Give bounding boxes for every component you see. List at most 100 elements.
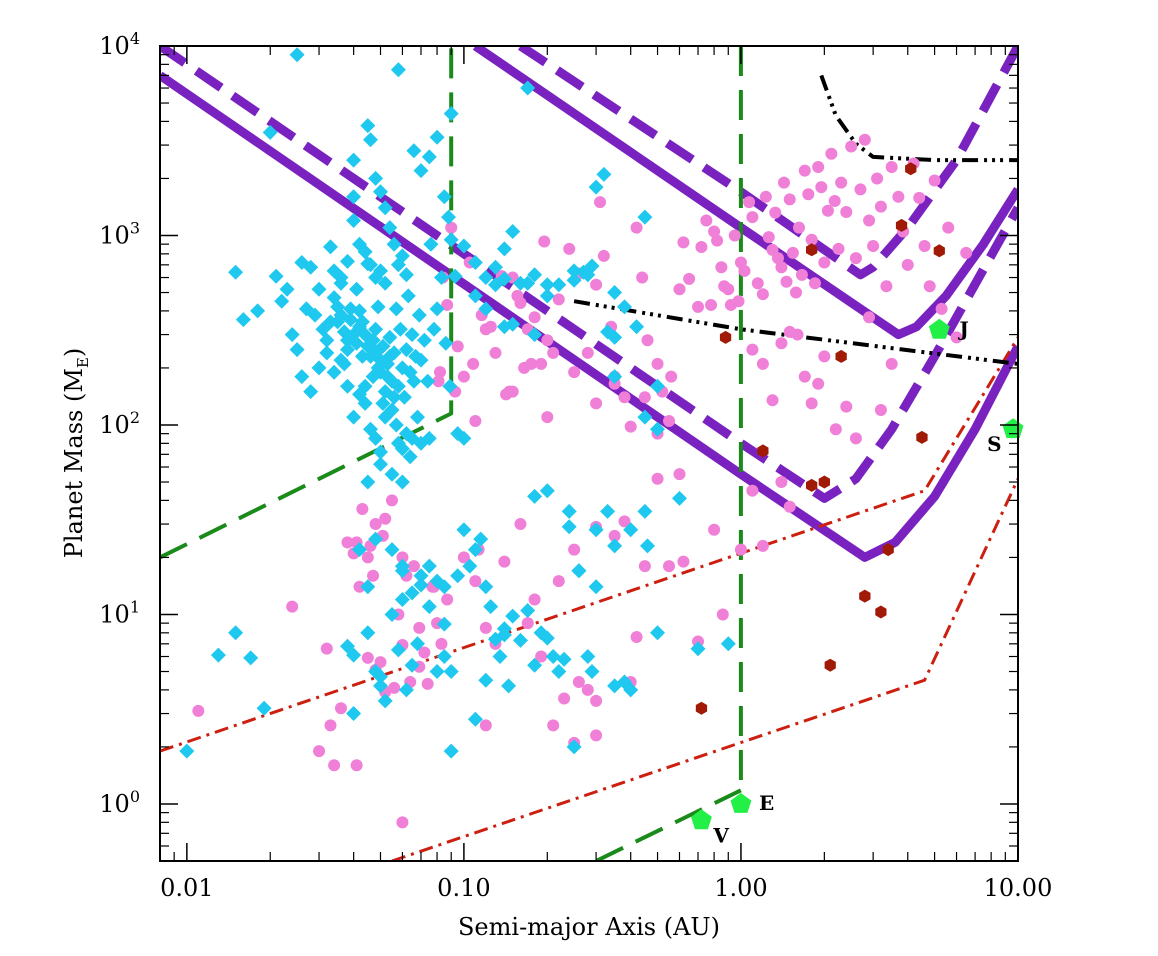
cyan-diamond-point (363, 257, 378, 273)
pink-circle-point (525, 357, 538, 370)
pink-circle-point (845, 140, 858, 153)
cyan-diamond-point (368, 430, 384, 446)
pink-circle-point (541, 334, 554, 347)
pink-circle-point (746, 343, 759, 356)
cyan-diamond-point (377, 409, 393, 425)
cyan-diamond-point (442, 378, 458, 394)
cyan-diamond-point (411, 307, 427, 323)
cyan-diamond-point (360, 474, 376, 490)
cyan-diamond-point (596, 166, 612, 182)
darkred-hexagon-point (695, 701, 708, 715)
pink-circle-point (756, 357, 769, 370)
pink-circle-point (521, 617, 534, 630)
pink-circle-point (783, 193, 796, 206)
cyan-diamond-point (377, 693, 393, 709)
cyan-diamond-point (390, 378, 406, 394)
cyan-diamond-point (443, 664, 459, 679)
cyan-diamond-point (382, 329, 398, 345)
cyan-diamond-point (392, 321, 408, 337)
cyan-diamond-point (588, 179, 604, 195)
pink-circle-point (849, 252, 862, 265)
cyan-diamond-point (352, 303, 367, 319)
pink-circle-point (624, 420, 637, 433)
pink-circle-point (786, 246, 799, 259)
cyan-diamond-point (436, 579, 452, 595)
pink-circle-point (829, 423, 842, 436)
cyan-diamond-point (377, 200, 393, 216)
pink-circle-point (783, 500, 796, 513)
cyan-diamond-point (279, 281, 295, 297)
cyan-diamond-point (623, 682, 639, 698)
cyan-diamond-point (346, 706, 362, 721)
pink-circle-point (618, 515, 631, 528)
cyan-diamond-point (623, 522, 639, 538)
cyan-diamond-point (386, 389, 402, 405)
cyan-diamond-point (421, 558, 437, 574)
pink-circle-point (535, 357, 548, 370)
pink-circle-point (777, 176, 790, 189)
cyan-diamond-point (375, 395, 391, 411)
darkred-hexagon-point (806, 243, 818, 257)
cyan-diamond-point (368, 170, 384, 186)
pink-circle-point (651, 357, 664, 370)
planet-label-S: S (987, 432, 1001, 456)
pink-circle-point (692, 300, 705, 313)
darkred-hexagon-point (895, 218, 908, 232)
cyan-diamond-point (404, 327, 420, 343)
cyan-diamond-point (720, 636, 736, 652)
pink-circle-point (769, 206, 782, 219)
cyan-diamond-point (539, 288, 555, 304)
cyan-diamond-point (303, 259, 319, 275)
pink-circle-point (618, 391, 631, 404)
cyan-diamond-point (456, 238, 472, 254)
cyan-diamond-point (413, 577, 429, 593)
cyan-diamond-point (410, 409, 425, 425)
cyan-diamond-point (650, 421, 665, 437)
pink-circle-point (795, 268, 808, 281)
cyan-diamond-point (410, 636, 425, 652)
pink-circle-point (651, 472, 664, 485)
pink-circle-point (918, 240, 931, 253)
pink-circle-point (630, 221, 643, 234)
cyan-diamond-point (382, 348, 398, 364)
pink-circle-point (324, 719, 337, 732)
cyan-diamond-point (505, 224, 521, 239)
curve-dashed-2 (160, 46, 1018, 503)
cyan-diamond-point (319, 332, 335, 348)
pink-circle-point (874, 200, 887, 213)
cyan-diamond-point (340, 638, 355, 654)
cyan-diamond-point (256, 700, 272, 716)
planet-pentagon-E (730, 793, 752, 813)
cyan-diamond-point (384, 466, 400, 482)
cyan-diamond-point (496, 241, 512, 257)
cyan-diamond-point (566, 263, 582, 279)
pink-circle-point (563, 242, 576, 255)
cyan-diamond-point (637, 209, 653, 225)
cyan-diamond-point (354, 348, 370, 364)
cyan-diamond-point (478, 301, 494, 317)
cyan-diamond-point (580, 649, 596, 664)
pink-circle-point (328, 759, 341, 772)
cyan-diamond-point (690, 641, 706, 657)
cyan-diamond-point (406, 143, 422, 159)
cyan-diamond-point (438, 335, 454, 351)
cyan-diamond-point (413, 568, 429, 584)
cyan-diamond-point (346, 152, 362, 168)
cyan-diamond-point (274, 293, 290, 309)
curve-solid-1 (472, 46, 1018, 340)
curve-dashdotdotdot-9 (573, 299, 1018, 366)
cyan-diamond-point (539, 630, 555, 646)
cyan-diamond-point (527, 657, 543, 673)
cyan-diamond-point (483, 599, 499, 615)
pink-circle-point (457, 370, 470, 383)
pink-circle-point (818, 350, 831, 363)
pink-circle-point (885, 160, 898, 173)
cyan-diamond-point (340, 342, 355, 358)
darkred-hexagon-point (757, 444, 769, 458)
pink-circle-point (361, 551, 374, 564)
x-tick-label: 0.10 (437, 874, 490, 902)
cyan-diamond-point (323, 314, 338, 330)
cyan-diamond-point (311, 360, 327, 376)
cyan-diamond-point (373, 456, 388, 472)
